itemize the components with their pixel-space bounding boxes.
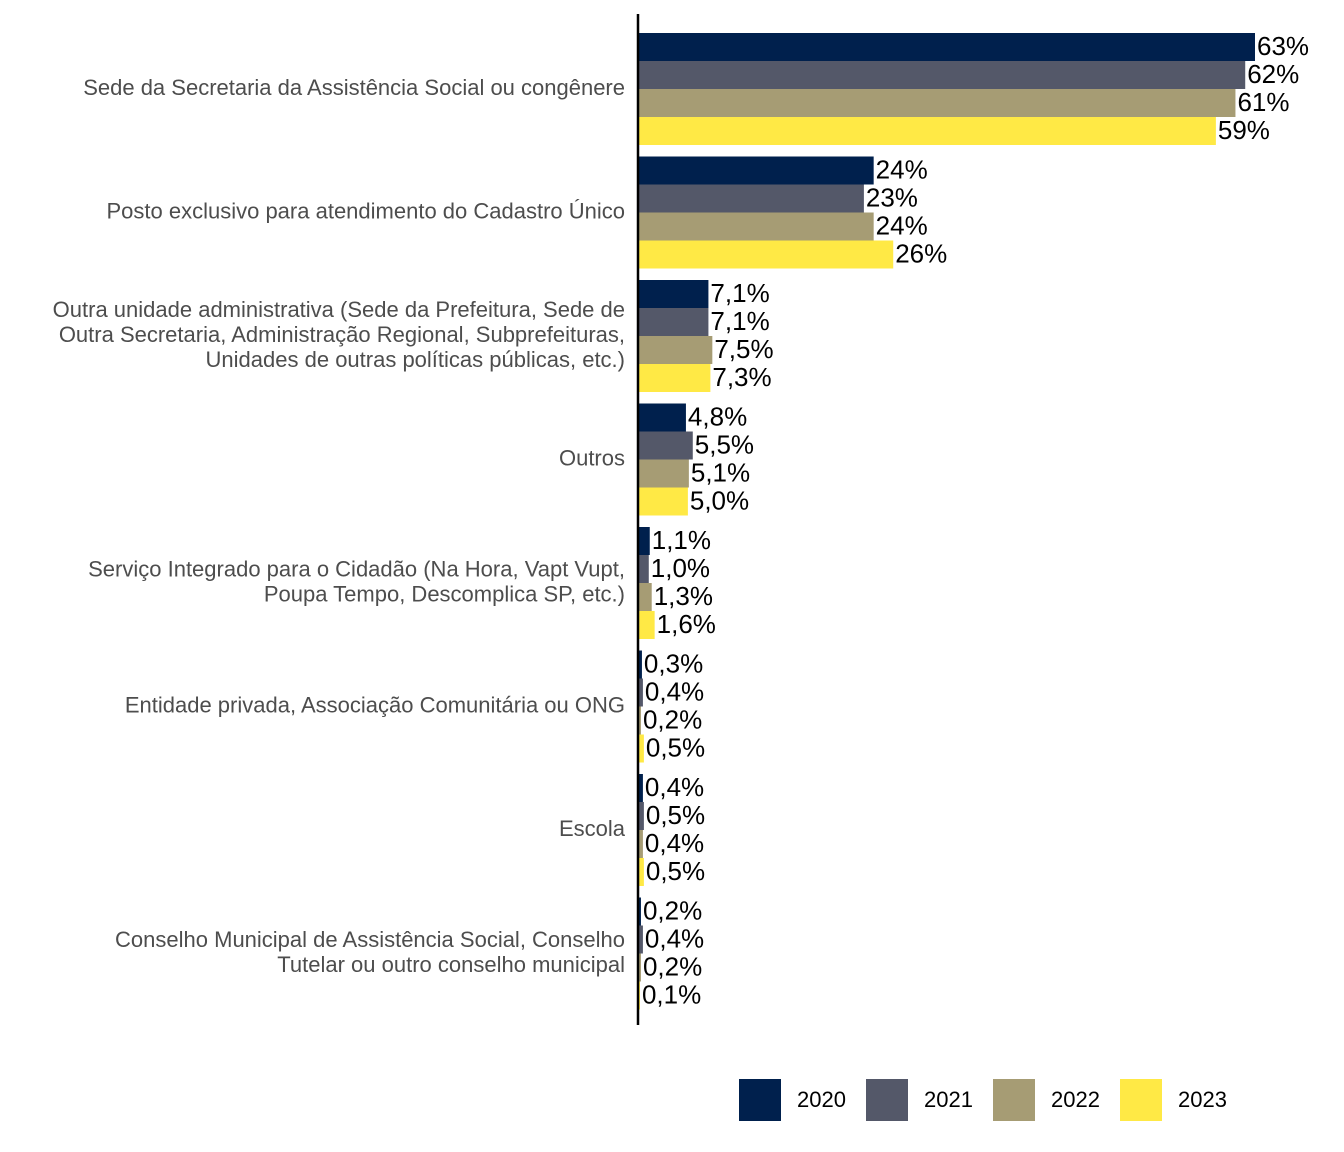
value-label-2023-4: 1,6%: [657, 609, 716, 639]
bar-2023-5: [639, 734, 644, 763]
legend-swatch-2021: [866, 1079, 908, 1121]
bar-2021-0: [639, 61, 1246, 89]
bar-2023-6: [639, 858, 644, 886]
category-label-group: Sede da Secretaria da Assistência Social…: [53, 75, 626, 977]
bar-2020-5: [639, 650, 642, 679]
legend-swatch-2020: [739, 1079, 781, 1121]
value-label-2022-1: 24%: [876, 210, 928, 240]
bar-2020-2: [639, 280, 709, 308]
category-label-7-1: Tutelar ou outro conselho municipal: [277, 952, 625, 977]
value-label-2020-2: 7,1%: [710, 278, 769, 308]
value-label-2022-0: 61%: [1237, 87, 1289, 117]
value-label-2020-6: 0,4%: [645, 772, 704, 802]
bar-2022-5: [639, 706, 641, 735]
bar-2023-1: [639, 240, 894, 269]
value-label-2021-5: 0,4%: [645, 676, 704, 706]
bar-2020-7: [639, 897, 641, 926]
value-label-2020-4: 1,1%: [652, 525, 711, 555]
category-label-6-0: Escola: [559, 816, 626, 841]
legend-label-2020: 2020: [797, 1087, 846, 1112]
category-label-4-1: Poupa Tempo, Descomplica SP, etc.): [264, 581, 625, 606]
value-label-2020-7: 0,2%: [643, 895, 702, 925]
bar-2022-6: [639, 830, 643, 858]
bar-2021-3: [639, 431, 693, 460]
bar-2023-2: [639, 364, 711, 392]
bar-2023-3: [639, 487, 688, 516]
value-label-2022-2: 7,5%: [714, 334, 773, 364]
value-label-2021-1: 23%: [866, 182, 918, 212]
bar-2023-7: [639, 981, 640, 1010]
category-label-2-0: Outra unidade administrativa (Sede da Pr…: [53, 297, 625, 322]
bar-2023-0: [639, 117, 1216, 145]
legend-swatch-2022: [993, 1079, 1035, 1121]
bar-2020-4: [639, 527, 650, 555]
value-label-group: 63%62%61%59%24%23%24%26%7,1%7,1%7,5%7,3%…: [642, 31, 1309, 1010]
value-label-2020-1: 24%: [876, 154, 928, 184]
bar-2021-2: [639, 308, 709, 336]
legend-label-2021: 2021: [924, 1087, 973, 1112]
category-label-2-2: Unidades de outras políticas públicas, e…: [206, 347, 625, 372]
category-label-1-0: Posto exclusivo para atendimento do Cada…: [106, 198, 625, 223]
value-label-2021-0: 62%: [1247, 59, 1299, 89]
value-label-2021-2: 7,1%: [710, 306, 769, 336]
legend-label-2022: 2022: [1051, 1087, 1100, 1112]
bar-2022-2: [639, 336, 713, 364]
value-label-2023-7: 0,1%: [642, 979, 701, 1009]
category-label-2-1: Outra Secretaria, Administração Regional…: [59, 322, 625, 347]
bar-2022-7: [639, 953, 641, 982]
bar-2020-3: [639, 403, 686, 432]
value-label-2020-5: 0,3%: [644, 648, 703, 678]
bar-2021-6: [639, 802, 644, 830]
value-label-2023-2: 7,3%: [712, 362, 771, 392]
value-label-2023-3: 5,0%: [690, 485, 749, 515]
bar-2021-7: [639, 925, 643, 954]
value-label-2022-4: 1,3%: [654, 581, 713, 611]
value-label-2021-4: 1,0%: [651, 553, 710, 583]
category-label-5-0: Entidade privada, Associação Comunitária…: [125, 692, 625, 717]
bar-2021-1: [639, 184, 864, 213]
bar-2021-5: [639, 678, 643, 707]
value-label-2023-6: 0,5%: [646, 856, 705, 886]
value-label-2021-6: 0,5%: [646, 800, 705, 830]
bar-2021-4: [639, 555, 649, 583]
category-label-3-0: Outros: [559, 445, 625, 470]
bar-2023-4: [639, 611, 655, 639]
bar-2022-3: [639, 459, 689, 488]
value-label-2022-6: 0,4%: [645, 828, 704, 858]
category-label-4-0: Serviço Integrado para o Cidadão (Na Hor…: [88, 556, 625, 581]
bar-group: [639, 33, 1255, 1010]
bar-2022-4: [639, 583, 652, 611]
bar-2020-0: [639, 33, 1255, 61]
value-label-2021-3: 5,5%: [695, 429, 754, 459]
bar-2020-6: [639, 774, 643, 802]
bar-2022-0: [639, 89, 1236, 117]
category-label-7-0: Conselho Municipal de Assistência Social…: [115, 927, 625, 952]
value-label-2021-7: 0,4%: [645, 923, 704, 953]
category-label-0-0: Sede da Secretaria da Assistência Social…: [83, 75, 625, 100]
value-label-2023-0: 59%: [1218, 115, 1270, 145]
value-label-2022-3: 5,1%: [691, 457, 750, 487]
value-label-2023-1: 26%: [895, 238, 947, 268]
legend-swatch-2023: [1120, 1079, 1162, 1121]
bar-2022-1: [639, 212, 874, 241]
value-label-2023-5: 0,5%: [646, 732, 705, 762]
value-label-2020-0: 63%: [1257, 31, 1309, 61]
value-label-2022-5: 0,2%: [643, 704, 702, 734]
legend: 2020 2021 2022 2023: [739, 1079, 1227, 1121]
legend-label-2023: 2023: [1178, 1087, 1227, 1112]
value-label-2022-7: 0,2%: [643, 951, 702, 981]
bar-2020-1: [639, 156, 874, 185]
value-label-2020-3: 4,8%: [688, 401, 747, 431]
